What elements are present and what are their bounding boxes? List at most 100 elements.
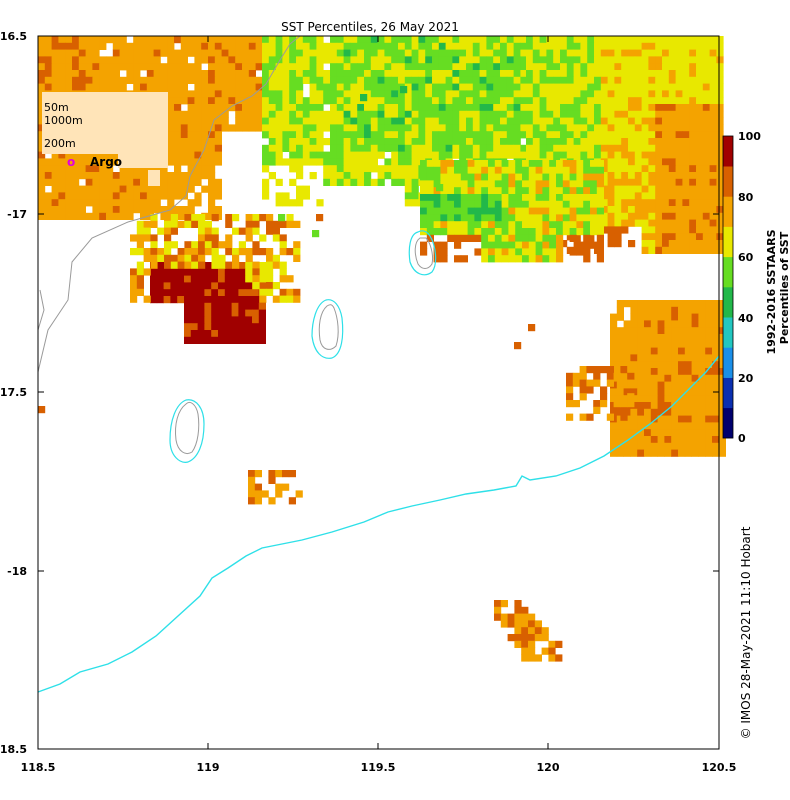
sst-cell	[231, 296, 239, 304]
sst-cell	[92, 151, 100, 159]
sst-cell	[691, 347, 699, 355]
sst-cell	[712, 415, 720, 423]
sst-cell	[242, 63, 250, 71]
sst-cell	[272, 254, 280, 262]
sst-cell	[65, 151, 73, 159]
sst-cell	[289, 90, 297, 98]
sst-cell	[494, 194, 502, 202]
sst-cell	[336, 76, 344, 84]
sst-cell	[364, 110, 372, 118]
sst-cell	[610, 347, 618, 355]
sst-cell	[411, 199, 419, 207]
sst-cell	[330, 36, 338, 44]
colorbar-frame	[722, 135, 734, 439]
sst-cell	[583, 194, 591, 202]
sst-cell	[404, 138, 412, 146]
sst-cell	[716, 219, 724, 227]
sst-cell	[187, 185, 195, 193]
sst-cell	[586, 413, 594, 421]
sst-cell	[242, 49, 250, 57]
sst-cell	[689, 97, 697, 105]
sst-cell	[112, 172, 120, 180]
sst-cell	[204, 275, 212, 283]
sst-cell	[549, 200, 557, 208]
sst-cell	[208, 178, 216, 186]
sst-cell	[641, 83, 649, 91]
sst-cell	[126, 76, 134, 84]
sst-cell	[370, 151, 378, 159]
sst-cell	[350, 117, 358, 125]
sst-cell	[140, 212, 148, 220]
sst-cell	[579, 379, 587, 387]
sst-cell	[167, 144, 175, 152]
sst-cell	[252, 302, 260, 310]
sst-cell	[696, 172, 704, 180]
sst-cell	[286, 288, 294, 296]
sst-cell	[38, 185, 46, 193]
sst-cell	[522, 200, 530, 208]
sst-cell	[628, 124, 636, 132]
sst-cell	[546, 110, 554, 118]
sst-cell	[535, 200, 543, 208]
sst-cell	[194, 90, 202, 98]
sst-cell	[262, 131, 270, 139]
sst-cell	[546, 42, 554, 50]
sst-cell	[190, 316, 198, 324]
sst-cell	[546, 117, 554, 125]
sst-cell	[447, 187, 455, 195]
sst-cell	[398, 63, 406, 71]
sst-cell	[586, 366, 594, 374]
sst-cell	[440, 228, 448, 236]
sst-cell	[698, 313, 706, 321]
sst-cell	[278, 214, 286, 222]
sst-cell	[343, 178, 351, 186]
sst-cell	[391, 117, 399, 125]
sst-cell	[208, 117, 216, 125]
sst-cell	[252, 309, 260, 317]
sst-cell	[65, 76, 73, 84]
sst-cell	[716, 138, 724, 146]
sst-cell	[194, 110, 202, 118]
sst-cell	[712, 347, 720, 355]
sst-cell	[616, 395, 624, 403]
sst-cell	[279, 288, 287, 296]
sst-cell	[275, 178, 283, 186]
sst-cell	[623, 374, 631, 382]
sst-cell	[520, 90, 528, 98]
sst-cell	[112, 192, 120, 200]
sst-cell	[238, 302, 246, 310]
sst-cell	[357, 76, 365, 84]
sst-cell	[671, 429, 679, 437]
sst-cell	[634, 172, 642, 180]
sst-cell	[72, 76, 80, 84]
sst-cell	[377, 70, 385, 78]
sst-cell	[488, 255, 496, 263]
sst-cell	[689, 83, 697, 91]
sst-cell	[500, 42, 508, 50]
sst-cell	[718, 347, 726, 355]
sst-cell	[275, 490, 283, 498]
sst-cell	[418, 42, 426, 50]
sst-cell	[85, 76, 93, 84]
sst-cell	[377, 83, 385, 91]
sst-cell	[350, 165, 358, 173]
sst-cell	[716, 63, 724, 71]
sst-cell	[472, 104, 480, 112]
sst-cell	[146, 63, 154, 71]
sst-cell	[420, 187, 428, 195]
sst-cell	[187, 90, 195, 98]
sst-cell	[208, 83, 216, 91]
sst-cell	[678, 327, 686, 335]
sst-cell	[445, 56, 453, 64]
sst-cell	[466, 117, 474, 125]
sst-cell	[644, 368, 652, 376]
sst-cell	[691, 422, 699, 430]
sst-cell	[85, 212, 93, 220]
sst-cell	[184, 261, 192, 269]
sst-cell	[580, 63, 588, 71]
sst-cell	[231, 323, 239, 331]
sst-cell	[698, 415, 706, 423]
sst-cell	[515, 234, 523, 242]
sst-cell	[238, 275, 246, 283]
sst-cell	[634, 117, 642, 125]
